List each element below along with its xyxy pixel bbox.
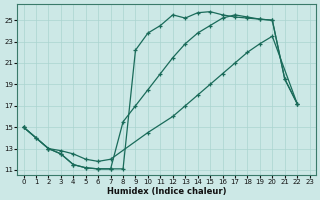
X-axis label: Humidex (Indice chaleur): Humidex (Indice chaleur) — [107, 187, 226, 196]
